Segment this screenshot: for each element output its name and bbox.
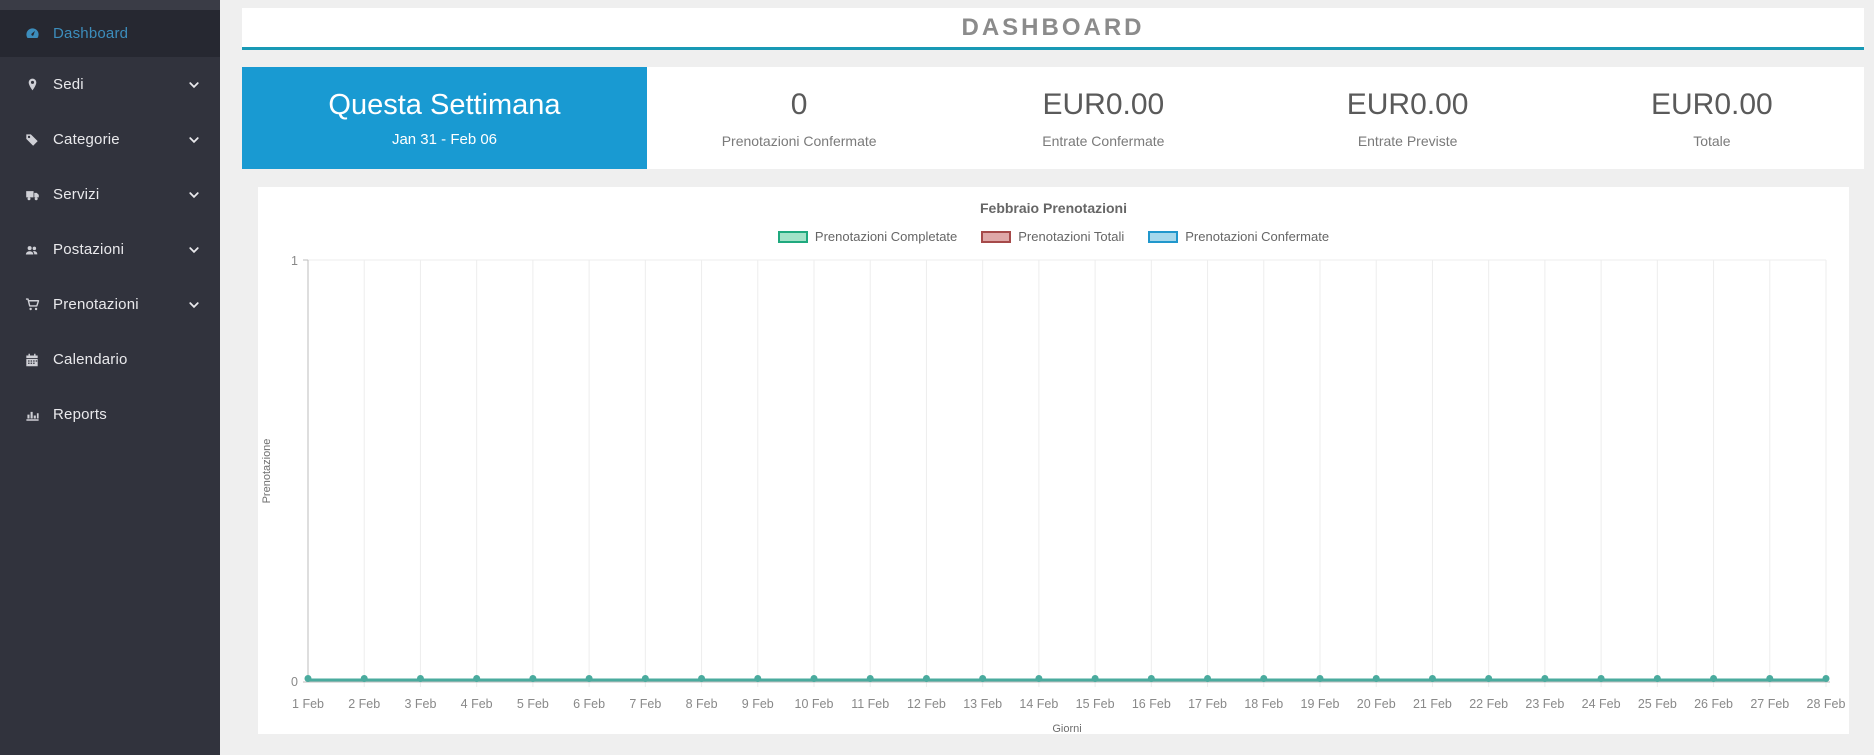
svg-text:17 Feb: 17 Feb xyxy=(1188,697,1227,711)
svg-text:15 Feb: 15 Feb xyxy=(1076,697,1115,711)
legend-swatch-icon xyxy=(1148,230,1179,243)
svg-text:8 Feb: 8 Feb xyxy=(686,697,718,711)
page-header: DASHBOARD xyxy=(242,8,1864,50)
period-title: Questa Settimana xyxy=(328,88,561,121)
svg-text:0: 0 xyxy=(291,675,298,689)
stats-row: Questa Settimana Jan 31 - Feb 06 0 Preno… xyxy=(242,67,1864,169)
chart-title: Febbraio Prenotazioni xyxy=(979,200,1127,216)
sidebar-item-reports[interactable]: Reports xyxy=(0,387,220,442)
svg-text:20 Feb: 20 Feb xyxy=(1357,697,1396,711)
svg-text:13 Feb: 13 Feb xyxy=(963,697,1002,711)
page-title: DASHBOARD xyxy=(961,13,1145,41)
svg-text:Giorni: Giorni xyxy=(1052,723,1081,735)
chevron-down-icon xyxy=(188,79,200,91)
svg-text:12 Feb: 12 Feb xyxy=(907,697,946,711)
svg-text:2 Feb: 2 Feb xyxy=(348,697,380,711)
svg-text:27 Feb: 27 Feb xyxy=(1750,697,1789,711)
chart-legend: Prenotazioni Completate Prenotazioni Tot… xyxy=(258,229,1849,244)
svg-text:Prenotazione: Prenotazione xyxy=(261,439,273,504)
stat-label: Entrate Previste xyxy=(1357,132,1458,149)
main-content: DASHBOARD Questa Settimana Jan 31 - Feb … xyxy=(220,0,1874,755)
sidebar: Dashboard Sedi Categorie Servizi Post xyxy=(0,0,220,755)
bar-chart-icon xyxy=(22,408,42,422)
users-icon xyxy=(22,243,42,257)
legend-item[interactable]: Prenotazioni Completate xyxy=(777,229,957,244)
sidebar-item-label: Servizi xyxy=(53,186,100,203)
svg-text:26 Feb: 26 Feb xyxy=(1694,697,1733,711)
cart-icon xyxy=(22,297,42,312)
sidebar-item-label: Prenotazioni xyxy=(53,296,139,313)
sidebar-item-label: Dashboard xyxy=(53,25,129,42)
legend-item[interactable]: Prenotazioni Totali xyxy=(981,229,1124,244)
svg-text:4 Feb: 4 Feb xyxy=(461,697,493,711)
svg-text:11 Feb: 11 Feb xyxy=(851,697,889,711)
truck-icon xyxy=(22,188,42,202)
svg-text:14 Feb: 14 Feb xyxy=(1019,697,1058,711)
stat-prenotazioni-confermate: 0 Prenotazioni Confermate xyxy=(647,67,951,169)
stat-totale: EUR0.00 Totale xyxy=(1560,67,1864,169)
svg-text:25 Feb: 25 Feb xyxy=(1638,697,1677,711)
sidebar-item-postazioni[interactable]: Postazioni xyxy=(0,222,220,277)
svg-text:22 Feb: 22 Feb xyxy=(1469,697,1508,711)
svg-text:16 Feb: 16 Feb xyxy=(1132,697,1171,711)
svg-text:21 Feb: 21 Feb xyxy=(1413,697,1452,711)
sidebar-item-categorie[interactable]: Categorie xyxy=(0,112,220,167)
map-marker-icon xyxy=(22,77,42,92)
period-selector[interactable]: Questa Settimana Jan 31 - Feb 06 xyxy=(242,67,647,169)
svg-text:5 Feb: 5 Feb xyxy=(517,697,549,711)
stat-entrate-previste: EUR0.00 Entrate Previste xyxy=(1256,67,1560,169)
svg-text:10 Feb: 10 Feb xyxy=(795,697,834,711)
stat-value: EUR0.00 xyxy=(1651,87,1773,121)
chart-panel: Febbraio Prenotazioni Prenotazioni Compl… xyxy=(258,187,1849,735)
chevron-down-icon xyxy=(188,299,200,311)
calendar-icon xyxy=(22,353,42,367)
sidebar-item-label: Postazioni xyxy=(53,241,125,258)
sidebar-item-dashboard[interactable]: Dashboard xyxy=(0,10,220,57)
sidebar-item-prenotazioni[interactable]: Prenotazioni xyxy=(0,277,220,332)
chevron-down-icon xyxy=(188,189,200,201)
stat-value: EUR0.00 xyxy=(1346,87,1469,121)
stat-value: EUR0.00 xyxy=(1042,87,1165,121)
sidebar-item-label: Reports xyxy=(53,406,107,423)
tag-icon xyxy=(22,133,42,147)
svg-text:28 Feb: 28 Feb xyxy=(1807,697,1846,711)
svg-text:24 Feb: 24 Feb xyxy=(1582,697,1621,711)
stat-entrate-confermate: EUR0.00 Entrate Confermate xyxy=(951,67,1255,169)
sidebar-item-label: Calendario xyxy=(53,351,128,368)
legend-swatch-icon xyxy=(777,230,808,243)
legend-item[interactable]: Prenotazioni Confermate xyxy=(1148,229,1329,244)
svg-text:7 Feb: 7 Feb xyxy=(629,697,661,711)
tachometer-icon xyxy=(22,26,42,41)
chevron-down-icon xyxy=(188,134,200,146)
stat-value: 0 xyxy=(790,87,808,121)
sidebar-item-label: Categorie xyxy=(53,131,120,148)
stat-label: Totale xyxy=(1693,132,1731,149)
chevron-down-icon xyxy=(188,244,200,256)
svg-text:3 Feb: 3 Feb xyxy=(404,697,436,711)
sidebar-item-sedi[interactable]: Sedi xyxy=(0,57,220,112)
svg-text:23 Feb: 23 Feb xyxy=(1525,697,1564,711)
sidebar-item-label: Sedi xyxy=(53,76,84,93)
chart-canvas: 1 0 1 Feb 2 Feb 3 Feb 4 Feb 5 Feb 6 Feb 7 Feb 8 F… xyxy=(258,250,1849,741)
svg-text:1 Feb: 1 Feb xyxy=(292,697,324,711)
svg-text:18 Feb: 18 Feb xyxy=(1244,697,1283,711)
svg-text:9 Feb: 9 Feb xyxy=(742,697,774,711)
svg-text:1: 1 xyxy=(291,254,298,268)
period-date-range: Jan 31 - Feb 06 xyxy=(391,130,498,148)
sidebar-item-calendario[interactable]: Calendario xyxy=(0,332,220,387)
stat-label: Prenotazioni Confermate xyxy=(721,132,877,149)
legend-swatch-icon xyxy=(981,230,1012,243)
svg-text:19 Feb: 19 Feb xyxy=(1301,697,1340,711)
stat-label: Entrate Confermate xyxy=(1042,132,1165,149)
sidebar-item-servizi[interactable]: Servizi xyxy=(0,167,220,222)
sidebar-top-strip xyxy=(0,0,220,10)
svg-text:6 Feb: 6 Feb xyxy=(573,697,605,711)
